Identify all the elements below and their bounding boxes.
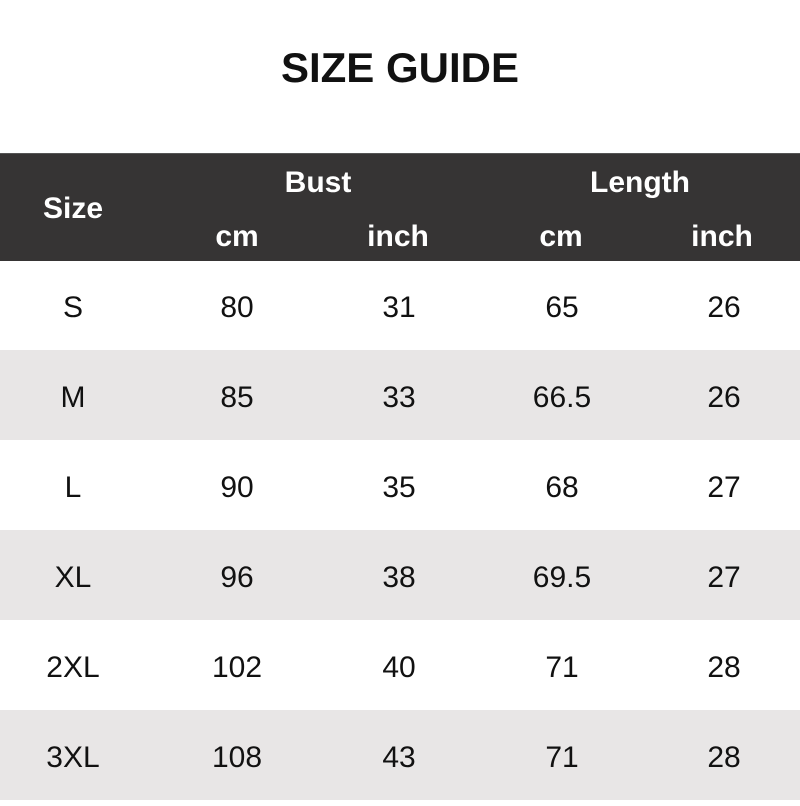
table-cell: 71: [545, 651, 579, 684]
table-row: S 80 31 65 26: [0, 260, 800, 350]
table-cell: 71: [545, 741, 579, 774]
table-cell: 28: [707, 741, 741, 774]
table-cell: 33: [382, 381, 416, 414]
table-row: L 90 35 68 27: [0, 440, 800, 530]
table-cell: 69.5: [532, 561, 592, 594]
table-row: XL 96 38 69.5 27: [0, 530, 800, 620]
table-cell: 35: [382, 471, 416, 504]
table-cell: 90: [220, 471, 254, 504]
table-cell: 80: [220, 291, 254, 324]
table-cell: 65: [545, 291, 579, 324]
table-cell: M: [60, 381, 86, 414]
table-cell: 26: [707, 381, 741, 414]
table-row: 3XL 108 43 71 28: [0, 710, 800, 800]
table-cell: 27: [707, 561, 741, 594]
table-cell: 3XL: [46, 741, 100, 774]
header-bust-inch: inch: [367, 220, 429, 253]
table-cell: 2XL: [46, 651, 100, 684]
page-title: SIZE GUIDE: [280, 44, 520, 91]
table-cell: 43: [382, 741, 416, 774]
header-length-inch: inch: [691, 220, 753, 253]
header-length-cm: cm: [539, 220, 583, 253]
table-header: Size Bust Length cm inch cm inch: [0, 153, 800, 261]
header-bust: Bust: [284, 166, 352, 199]
table-cell: 102: [211, 651, 263, 684]
table-cell: L: [64, 471, 82, 504]
table-cell: 108: [211, 741, 263, 774]
table-cell: 85: [220, 381, 254, 414]
table-row: 2XL 102 40 71 28: [0, 620, 800, 710]
header-length: Length: [590, 166, 690, 199]
table-cell: XL: [54, 561, 92, 594]
table-row: M 85 33 66.5 26: [0, 350, 800, 440]
table-cell: 68: [545, 471, 579, 504]
table-cell: 38: [382, 561, 416, 594]
table-cell: 27: [707, 471, 741, 504]
table-cell: S: [62, 291, 84, 324]
table-cell: 31: [382, 291, 416, 324]
table-cell: 40: [382, 651, 416, 684]
header-size: Size: [42, 192, 104, 225]
header-bust-cm: cm: [215, 220, 259, 253]
table-cell: 26: [707, 291, 741, 324]
table-cell: 96: [220, 561, 254, 594]
table-cell: 28: [707, 651, 741, 684]
table-cell: 66.5: [532, 381, 592, 414]
